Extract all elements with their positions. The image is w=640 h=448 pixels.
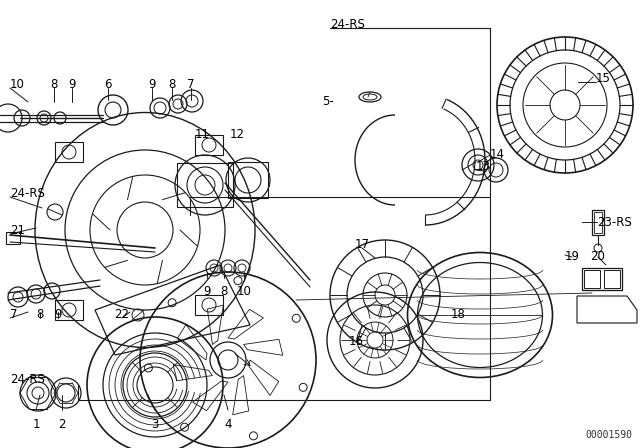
Text: 10: 10	[10, 78, 25, 91]
Bar	[55, 142, 83, 162]
Text: 8: 8	[51, 78, 58, 91]
Bar	[6, 232, 20, 244]
Text: 18: 18	[451, 308, 465, 321]
Text: 15: 15	[596, 72, 611, 85]
Text: 19: 19	[564, 250, 579, 263]
Text: 20: 20	[591, 250, 605, 263]
Text: 22: 22	[115, 308, 129, 321]
Bar	[592, 210, 604, 235]
Text: 9: 9	[54, 308, 61, 321]
Bar	[604, 270, 620, 288]
Text: 24-RS: 24-RS	[10, 373, 45, 386]
Text: 7: 7	[188, 78, 195, 91]
Bar	[195, 295, 223, 315]
Text: 13: 13	[476, 160, 491, 173]
Text: 3: 3	[151, 418, 159, 431]
Text: 10: 10	[237, 285, 252, 298]
Text: 7: 7	[10, 308, 17, 321]
Bar	[55, 300, 83, 320]
Text: 24-RS: 24-RS	[10, 187, 45, 200]
Text: 4: 4	[224, 418, 232, 431]
Bar	[195, 135, 223, 155]
Text: 6: 6	[104, 78, 112, 91]
Text: 8: 8	[36, 308, 44, 321]
Text: 00001590: 00001590	[585, 430, 632, 440]
Text: 12: 12	[230, 128, 244, 141]
Text: 11: 11	[195, 128, 209, 141]
Text: 1: 1	[32, 418, 40, 431]
Bar	[228, 162, 268, 198]
Bar	[177, 163, 233, 207]
Text: 23-RS: 23-RS	[597, 216, 632, 229]
Text: 8: 8	[220, 285, 228, 298]
Text: 5-: 5-	[322, 95, 333, 108]
Text: 9: 9	[68, 78, 76, 91]
Text: 17: 17	[355, 238, 369, 251]
Bar	[582, 268, 622, 290]
Text: 16: 16	[349, 335, 364, 348]
Text: 9: 9	[148, 78, 156, 91]
Text: 9: 9	[204, 285, 211, 298]
Text: 2: 2	[58, 418, 66, 431]
Text: 21: 21	[10, 224, 25, 237]
Bar	[594, 212, 602, 233]
Text: 8: 8	[168, 78, 176, 91]
Text: 14: 14	[490, 148, 505, 161]
Text: 24-RS: 24-RS	[330, 18, 365, 31]
Bar	[584, 270, 600, 288]
